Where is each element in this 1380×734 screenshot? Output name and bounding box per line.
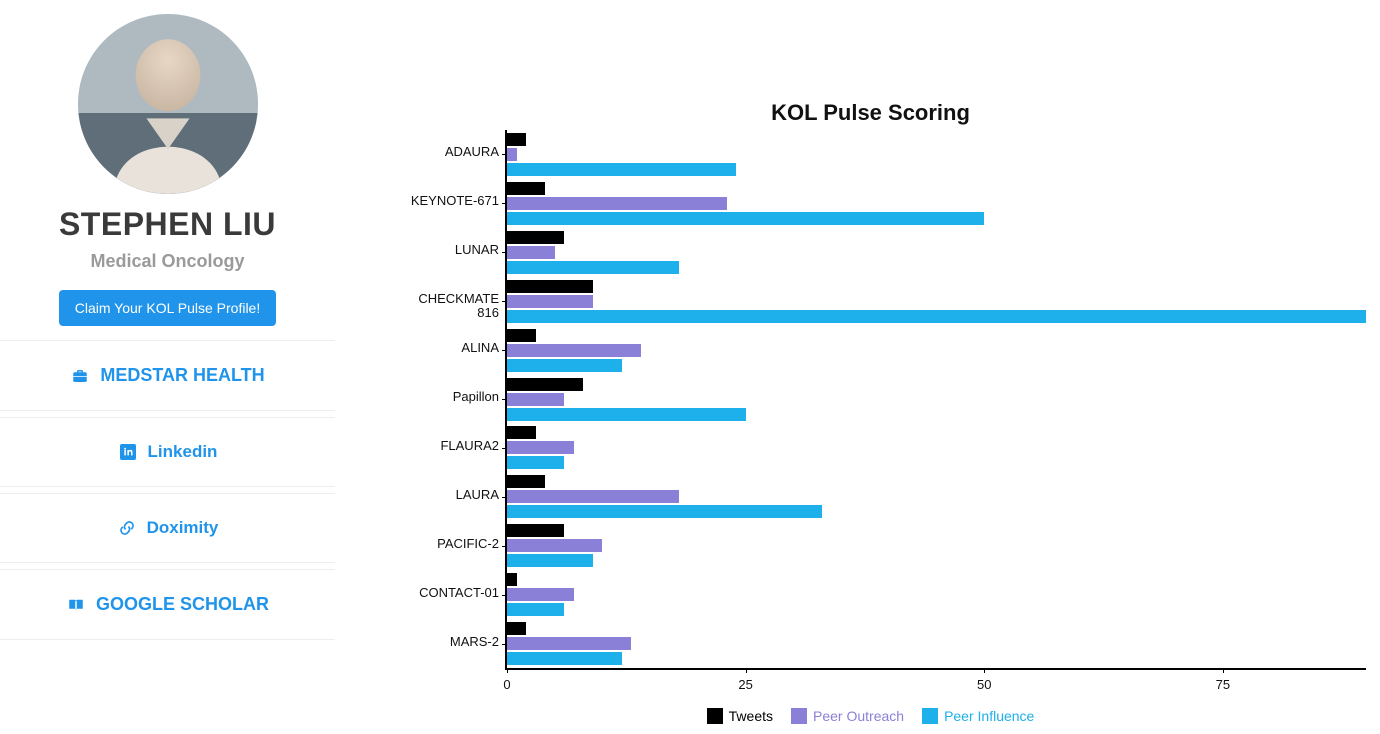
bar-peer-influence bbox=[507, 163, 736, 176]
legend-label: Peer Influence bbox=[944, 708, 1034, 724]
bar-peer-outreach bbox=[507, 197, 727, 210]
profile-link-label: GOOGLE SCHOLAR bbox=[96, 594, 269, 615]
avatar bbox=[78, 14, 258, 194]
x-tick-label: 0 bbox=[503, 677, 510, 692]
profile-link-medstar-health[interactable]: MEDSTAR HEALTH bbox=[0, 340, 335, 411]
bar-tweets bbox=[507, 133, 526, 146]
profile-specialty: Medical Oncology bbox=[90, 251, 244, 272]
x-tick bbox=[507, 668, 508, 673]
link-icon bbox=[117, 518, 137, 538]
bar-peer-influence bbox=[507, 261, 679, 274]
chart-legend: Tweets Peer Outreach Peer Influence bbox=[365, 708, 1376, 724]
legend-item-peer-influence[interactable]: Peer Influence bbox=[922, 708, 1034, 724]
legend-item-tweets[interactable]: Tweets bbox=[707, 708, 773, 724]
bar-peer-influence bbox=[507, 359, 622, 372]
legend-swatch bbox=[707, 708, 723, 724]
profile-link-doximity[interactable]: Doximity bbox=[0, 493, 335, 563]
bar-tweets bbox=[507, 280, 593, 293]
y-category-label: LAURA bbox=[456, 488, 499, 502]
y-category-label: CHECKMATE 816 bbox=[418, 292, 499, 321]
profile-link-google-scholar[interactable]: GOOGLE SCHOLAR bbox=[0, 569, 335, 640]
x-tick bbox=[1223, 668, 1224, 673]
bar-tweets bbox=[507, 622, 526, 635]
x-tick-label: 25 bbox=[738, 677, 752, 692]
bar-tweets bbox=[507, 524, 564, 537]
x-tick bbox=[746, 668, 747, 673]
book-icon bbox=[66, 595, 86, 615]
y-category-label: Papillon bbox=[453, 390, 499, 404]
bar-peer-outreach bbox=[507, 588, 574, 601]
linkedin-icon bbox=[118, 442, 138, 462]
claim-profile-button[interactable]: Claim Your KOL Pulse Profile! bbox=[59, 290, 276, 326]
bar-tweets bbox=[507, 329, 536, 342]
legend-label: Tweets bbox=[729, 708, 773, 724]
profile-name: STEPHEN LIU bbox=[59, 206, 276, 243]
y-category-label: LUNAR bbox=[455, 243, 499, 257]
x-tick-label: 50 bbox=[977, 677, 991, 692]
bar-peer-outreach bbox=[507, 393, 564, 406]
y-category-label: KEYNOTE-671 bbox=[411, 194, 499, 208]
bar-peer-influence bbox=[507, 212, 984, 225]
bar-peer-influence bbox=[507, 408, 746, 421]
chart-plot-area: 0255075 bbox=[505, 130, 1366, 670]
bar-peer-influence bbox=[507, 505, 822, 518]
bar-tweets bbox=[507, 573, 517, 586]
profile-links: MEDSTAR HEALTH Linkedin Doximity GOOGLE SCH… bbox=[0, 340, 335, 646]
bar-tweets bbox=[507, 426, 536, 439]
main-panel: KOL Pulse Scoring ADAURA KEYNOTE-671 LUNAR… bbox=[335, 0, 1380, 734]
bar-peer-outreach bbox=[507, 441, 574, 454]
y-category-label: CONTACT-01 bbox=[419, 586, 499, 600]
bar-peer-outreach bbox=[507, 539, 602, 552]
legend-swatch bbox=[922, 708, 938, 724]
y-category-label: MARS-2 bbox=[450, 635, 499, 649]
bar-tweets bbox=[507, 182, 545, 195]
bar-peer-influence bbox=[507, 652, 622, 665]
chart-title: KOL Pulse Scoring bbox=[365, 100, 1376, 126]
profile-link-label: Linkedin bbox=[148, 442, 218, 462]
legend-swatch bbox=[791, 708, 807, 724]
bar-peer-influence bbox=[507, 310, 1366, 323]
bar-peer-outreach bbox=[507, 295, 593, 308]
bar-peer-outreach bbox=[507, 490, 679, 503]
bar-tweets bbox=[507, 378, 583, 391]
bar-peer-outreach bbox=[507, 246, 555, 259]
bar-peer-influence bbox=[507, 456, 564, 469]
profile-sidebar: STEPHEN LIU Medical Oncology Claim Your … bbox=[0, 0, 335, 734]
y-category-label: ALINA bbox=[461, 341, 499, 355]
avatar-placeholder-icon bbox=[78, 14, 258, 194]
legend-label: Peer Outreach bbox=[813, 708, 904, 724]
profile-link-label: MEDSTAR HEALTH bbox=[100, 365, 264, 386]
y-category-label: ADAURA bbox=[445, 145, 499, 159]
x-tick-label: 75 bbox=[1216, 677, 1230, 692]
bar-peer-outreach bbox=[507, 637, 631, 650]
bar-tweets bbox=[507, 231, 564, 244]
legend-item-peer-outreach[interactable]: Peer Outreach bbox=[791, 708, 904, 724]
y-category-label: FLAURA2 bbox=[440, 439, 499, 453]
chart-y-labels: ADAURA KEYNOTE-671 LUNAR CHECKMATE 816 ALINA… bbox=[365, 130, 505, 670]
briefcase-icon bbox=[70, 366, 90, 386]
bar-peer-outreach bbox=[507, 148, 517, 161]
kol-pulse-chart: KOL Pulse Scoring ADAURA KEYNOTE-671 LUNAR… bbox=[365, 60, 1376, 730]
bar-peer-influence bbox=[507, 554, 593, 567]
profile-link-linkedin[interactable]: Linkedin bbox=[0, 417, 335, 487]
bar-peer-outreach bbox=[507, 344, 641, 357]
bar-tweets bbox=[507, 475, 545, 488]
profile-link-label: Doximity bbox=[147, 518, 219, 538]
x-tick bbox=[984, 668, 985, 673]
y-category-label: PACIFIC-2 bbox=[437, 537, 499, 551]
bar-peer-influence bbox=[507, 603, 564, 616]
